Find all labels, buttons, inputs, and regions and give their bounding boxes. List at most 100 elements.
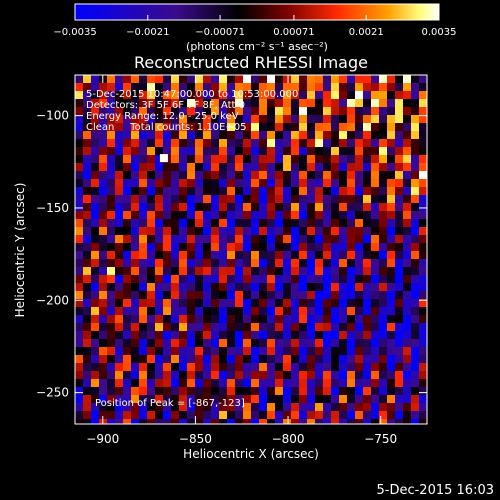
heatmap-cell: [99, 291, 107, 299]
heatmap-cell: [75, 371, 83, 379]
heatmap-cell: [419, 315, 427, 323]
heatmap-cell: [211, 83, 219, 91]
annotation-detectors: Detectors: 3F 5F 6F 7F 8F, Att 0: [86, 100, 245, 111]
heatmap-cell: [355, 395, 363, 403]
heatmap-cell: [131, 139, 139, 147]
heatmap-cell: [387, 411, 395, 419]
heatmap-cell: [155, 315, 163, 323]
heatmap-cell: [379, 243, 387, 251]
heatmap-cell: [291, 331, 299, 339]
heatmap-cell: [331, 91, 339, 99]
heatmap-cell: [419, 163, 427, 171]
heatmap-cell: [395, 147, 403, 155]
heatmap-cell: [83, 355, 91, 363]
heatmap-cell: [91, 347, 99, 355]
heatmap-cell: [291, 227, 299, 235]
heatmap-cell: [387, 403, 395, 411]
heatmap-cell: [299, 155, 307, 163]
heatmap-cell: [347, 235, 355, 243]
heatmap-cell: [283, 123, 291, 131]
heatmap-cell: [75, 99, 83, 107]
heatmap-cell: [395, 243, 403, 251]
heatmap-cell: [219, 267, 227, 275]
heatmap-cell: [107, 251, 115, 259]
heatmap-cell: [139, 371, 147, 379]
heatmap-cell: [275, 299, 283, 307]
heatmap-cell: [299, 267, 307, 275]
heatmap-cell: [227, 195, 235, 203]
heatmap-cell: [307, 379, 315, 387]
heatmap-cell: [347, 315, 355, 323]
colorbar-unit-label: (photons cm⁻² s⁻¹ asec⁻²): [186, 40, 328, 53]
heatmap-cell: [251, 227, 259, 235]
heatmap-cell: [371, 139, 379, 147]
heatmap-cell: [139, 395, 147, 403]
heatmap-cell: [299, 219, 307, 227]
heatmap-cell: [379, 403, 387, 411]
heatmap-cell: [339, 99, 347, 107]
heatmap-cell: [323, 163, 331, 171]
heatmap-cell: [107, 395, 115, 403]
heatmap-cell: [195, 307, 203, 315]
heatmap-cell: [387, 355, 395, 363]
heatmap-cell: [91, 171, 99, 179]
heatmap-cell: [155, 203, 163, 211]
heatmap-cell: [171, 403, 179, 411]
heatmap-cell: [347, 395, 355, 403]
heatmap-cell: [75, 283, 83, 291]
heatmap-cell: [99, 211, 107, 219]
heatmap-cell: [363, 227, 371, 235]
heatmap-cell: [347, 91, 355, 99]
heatmap-cell: [419, 147, 427, 155]
heatmap-cell: [219, 379, 227, 387]
heatmap-cell: [219, 411, 227, 419]
heatmap-cell: [123, 355, 131, 363]
heatmap-cell: [171, 139, 179, 147]
heatmap-cell: [131, 155, 139, 163]
peak-cell: [159, 154, 168, 163]
heatmap-cell: [203, 99, 211, 107]
heatmap-cell: [219, 99, 227, 107]
heatmap-cell: [147, 83, 155, 91]
heatmap-cell: [91, 139, 99, 147]
heatmap-cell: [371, 115, 379, 123]
heatmap-cell: [371, 75, 379, 83]
heatmap-cell: [171, 155, 179, 163]
heatmap-cell: [155, 307, 163, 315]
heatmap-cell: [251, 155, 259, 163]
heatmap-cell: [395, 155, 403, 163]
heatmap-cell: [363, 323, 371, 331]
heatmap-cell: [403, 83, 411, 91]
heatmap-cell: [219, 371, 227, 379]
heatmap-cell: [107, 163, 115, 171]
heatmap-cell: [315, 419, 323, 424]
heatmap-cell: [75, 419, 83, 424]
heatmap-cell: [83, 155, 91, 163]
heatmap-cell: [195, 403, 203, 411]
heatmap-cell: [243, 243, 251, 251]
heatmap-cell: [419, 179, 427, 187]
heatmap-cell: [267, 123, 275, 131]
heatmap-cell: [203, 203, 211, 211]
heatmap-cell: [291, 267, 299, 275]
heatmap-cell: [219, 235, 227, 243]
heatmap-cell: [299, 323, 307, 331]
heatmap-cell: [355, 267, 363, 275]
heatmap-cell: [179, 227, 187, 235]
heatmap-cell: [163, 315, 171, 323]
heatmap-cell: [219, 227, 227, 235]
heatmap-cell: [115, 347, 123, 355]
heatmap-cell: [355, 387, 363, 395]
heatmap-cell: [395, 283, 403, 291]
heatmap-cell: [379, 155, 387, 163]
heatmap-cell: [139, 115, 147, 123]
heatmap-cell: [411, 283, 419, 291]
heatmap-cell: [187, 307, 195, 315]
heatmap-cell: [267, 187, 275, 195]
heatmap-cell: [299, 307, 307, 315]
heatmap-cell: [227, 283, 235, 291]
heatmap-cell: [99, 307, 107, 315]
heatmap-cell: [403, 371, 411, 379]
heatmap-cell: [275, 163, 283, 171]
heatmap-cell: [339, 315, 347, 323]
